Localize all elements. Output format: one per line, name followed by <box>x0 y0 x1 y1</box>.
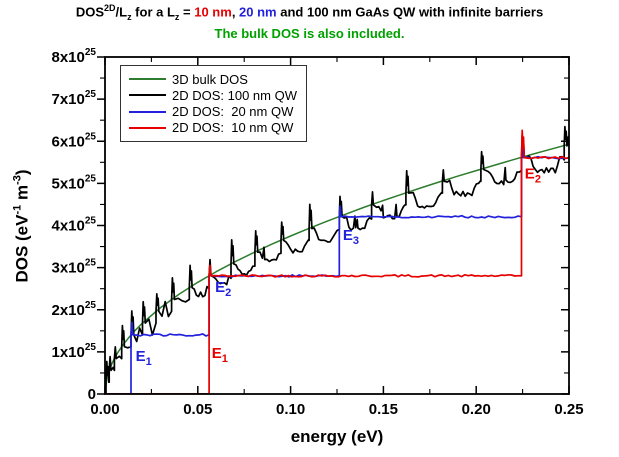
title-segment: z <box>127 11 132 22</box>
title-segment: /L <box>115 4 128 20</box>
y-axis-title-segment: DOS (eV <box>12 214 32 283</box>
y-tick-label: 2x1025 <box>52 300 97 319</box>
legend-item-label: 2D DOS: 10 nm QW <box>172 120 294 136</box>
y-tick-label: 3x1025 <box>52 258 97 277</box>
legend-line-swatch <box>129 126 166 129</box>
legend-item: 3D bulk DOS <box>129 72 298 87</box>
series-qw-20nm <box>105 143 569 394</box>
y-tick-label: 6x1025 <box>52 131 97 150</box>
y-tick-label: 5x1025 <box>52 173 97 192</box>
y-tick-label: 8x1025 <box>52 47 97 66</box>
title-segment: for a L <box>131 4 175 20</box>
series-bulk-3d <box>105 143 569 394</box>
x-tick-label: 0.20 <box>462 401 491 418</box>
title-segment: DOS <box>75 4 104 20</box>
subband-label: E3 <box>343 227 359 247</box>
title-segment: 20 nm <box>239 4 277 20</box>
y-tick-label: 7x1025 <box>52 89 97 108</box>
axes <box>97 56 570 395</box>
title-segment: = <box>179 4 195 20</box>
subband-label: E1 <box>212 345 228 365</box>
legend-item-label: 2D DOS: 100 nm QW <box>172 87 297 103</box>
series-qw-100nm <box>105 125 569 394</box>
legend-item-label: 3D bulk DOS <box>172 71 248 87</box>
chart-subtitle: The bulk DOS is also included. <box>214 26 405 41</box>
x-axis-title: energy (eV) <box>290 427 384 446</box>
legend-item-label: 2D DOS: 20 nm QW <box>172 104 294 120</box>
y-tick-label: 1x1025 <box>52 342 97 361</box>
y-axis-title-segment: m <box>12 184 32 205</box>
legend-item: 2D DOS: 100 nm QW <box>129 88 298 103</box>
y-axis-title-segment: -3 <box>11 175 24 185</box>
series-qw-10nm <box>105 129 569 394</box>
subband-label: E2 <box>215 279 231 299</box>
x-tick-label: 0.15 <box>369 401 398 418</box>
subband-label: E2 <box>525 165 541 185</box>
chart-title: DOS2D/Lz for a Lz = 10 nm, 20 nm and 100… <box>0 3 619 22</box>
y-axis-title-segment: -1 <box>11 204 24 215</box>
legend: 3D bulk DOS 2D DOS: 100 nm QW 2D DOS: 20 n… <box>120 65 307 142</box>
subband-label: E1 <box>136 348 152 368</box>
x-tick-label: 0.10 <box>276 401 305 418</box>
title-segment: 10 nm <box>194 4 232 20</box>
y-tick-label: 0 <box>88 386 96 403</box>
title-segment: z <box>174 11 180 22</box>
title-segment: , <box>231 4 240 20</box>
x-tick-label: 0.00 <box>90 401 119 418</box>
subband-labels: E1 E1 E2 E3 E2 <box>136 165 541 368</box>
x-tick-label: 0.05 <box>183 401 212 418</box>
legend-item: 2D DOS: 20 nm QW <box>129 104 298 119</box>
y-tick-label: 4x1025 <box>52 216 97 235</box>
tick-labels: 0.00 0.05 0.10 0.15 0.20 0.25 0 1x1025 2x1025 3x1… <box>52 47 584 418</box>
y-axis-title: DOS (eV-1 m-3) <box>12 169 33 282</box>
plot-curves <box>105 125 569 394</box>
y-axis-title-segment: ) <box>12 169 32 176</box>
x-tick-label: 0.25 <box>554 401 583 418</box>
legend-line-swatch <box>129 78 166 81</box>
legend-line-swatch <box>129 94 166 97</box>
title-segment: 2D <box>103 3 116 13</box>
legend-item: 2D DOS: 10 nm QW <box>129 120 298 135</box>
title-segment: and 100 nm GaAs QW with infinite barrier… <box>276 4 544 20</box>
legend-line-swatch <box>129 110 166 113</box>
